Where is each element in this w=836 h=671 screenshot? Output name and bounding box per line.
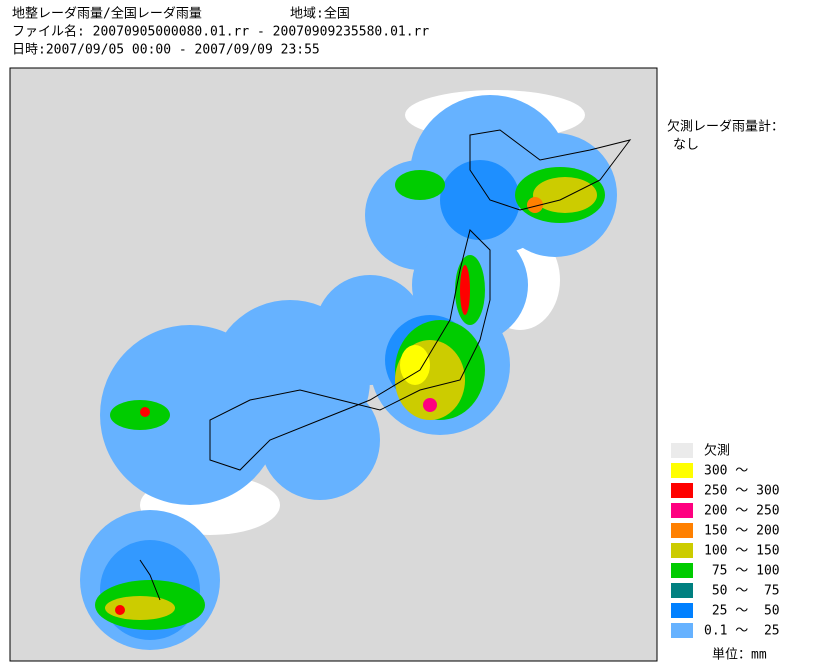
legend-label: 50 ～ 75 (704, 584, 780, 599)
map (9, 67, 658, 662)
legend-swatch (671, 563, 693, 578)
region: 地域:全国 (290, 6, 350, 22)
datetime: 日時:2007/09/05 00:00 - 2007/09/09 23:55 (12, 43, 320, 58)
legend-swatch (671, 623, 693, 638)
legend-label: 欠測 (704, 443, 730, 459)
legend-label: 300 ～ (704, 464, 748, 479)
legend-swatch (671, 523, 693, 538)
coastline (139, 129, 632, 601)
legend-label: 150 ～ 200 (704, 524, 780, 539)
legend-label: 100 ～ 150 (704, 544, 780, 559)
missing-gauges-value: なし (673, 138, 699, 153)
legend-swatch (671, 463, 693, 478)
legend-swatch (671, 583, 693, 598)
legend-swatch (671, 483, 693, 498)
legend-swatch (671, 443, 693, 458)
legend-swatch (671, 543, 693, 558)
rain-intensity (95, 167, 605, 630)
legend-unit: 単位：mm (712, 647, 767, 663)
missing-gauges-label: 欠測レーダ雨量計： (667, 119, 784, 135)
title: 地整レーダ雨量/全国レーダ雨量 (12, 6, 202, 22)
legend-swatch (671, 503, 693, 518)
legend-swatch (671, 603, 693, 618)
legend-label: 250 ～ 300 (704, 484, 780, 499)
legend-label: 25 ～ 50 (704, 604, 780, 619)
legend-label: 75 ～ 100 (704, 564, 780, 579)
legend-label: 0.1 ～ 25 (704, 624, 780, 639)
legend-label: 200 ～ 250 (704, 504, 780, 519)
legend: 欠測 300 ～ 250 ～ 300 200 ～ 250 150 ～ 200 100 ～ … (671, 443, 780, 639)
file-name: ファイル名: 20070905000080.01.rr - 2007090923… (12, 24, 429, 40)
